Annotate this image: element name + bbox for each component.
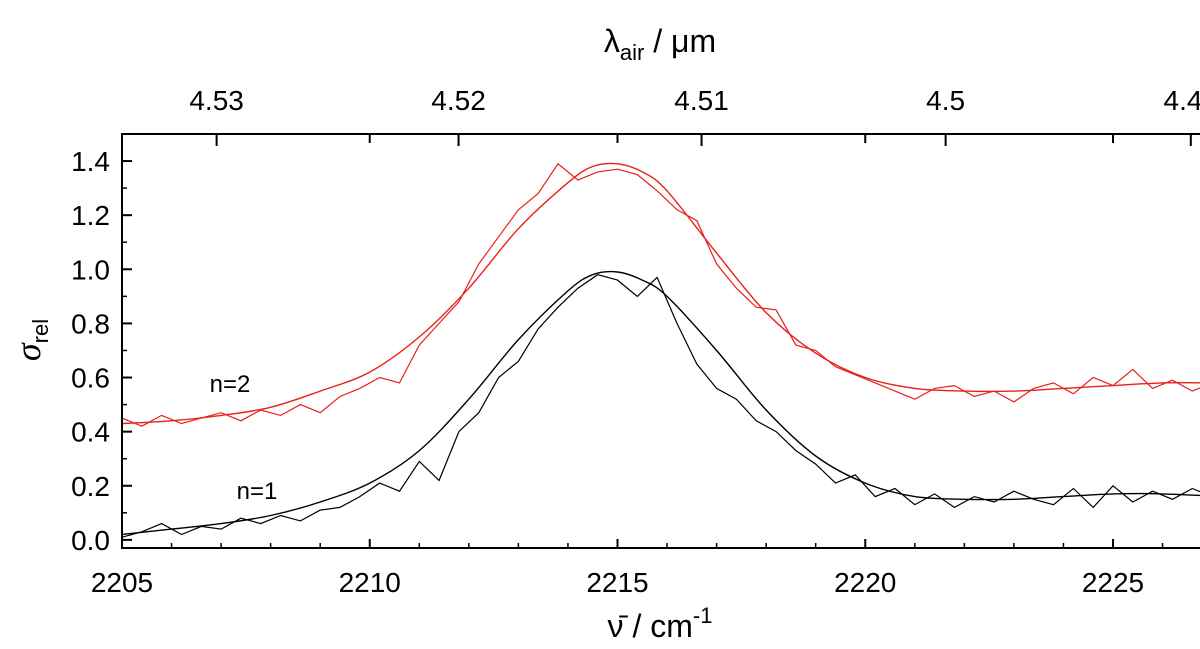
y-tick-label: 0.2 <box>71 471 110 502</box>
y-tick-label: 1.2 <box>71 200 110 231</box>
plot-frame <box>121 133 1200 549</box>
y-tick-label: 0.6 <box>71 363 110 394</box>
y-tick-label: 1.0 <box>71 254 110 285</box>
x-tick-label: 2220 <box>834 567 896 598</box>
top-axis-title: λair / μm <box>604 23 716 65</box>
y-tick-label: 0.4 <box>71 417 110 448</box>
y-tick-label: 0.0 <box>71 525 110 556</box>
series-n1-fit-line <box>122 270 1200 536</box>
top-tick-label: 4.49 <box>1164 85 1200 116</box>
top-tick-label: 4.5 <box>926 85 965 116</box>
y-tick-label: 1.4 <box>71 146 110 177</box>
y-axis-title: σrel <box>8 319 53 361</box>
top-tick-label: 4.52 <box>431 85 486 116</box>
y-tick-label: 0.8 <box>71 308 110 339</box>
series-n1-measured-line <box>122 274 1200 538</box>
series-layer <box>122 162 1200 538</box>
top-tick-label: 4.51 <box>674 85 729 116</box>
series-label-n1: n=1 <box>237 478 278 505</box>
top-tick-label: 4.53 <box>189 85 244 116</box>
axis-ticks: 2205 2210 2215 2220 2225 4.53 4.52 4.51 4.5 4.49 0… <box>71 85 1200 598</box>
series-n2-measured-line <box>122 162 1200 427</box>
x-tick-label: 2215 <box>586 567 648 598</box>
bottom-axis-title: ν̄ / cm-1 <box>608 603 713 644</box>
x-tick-label: 2210 <box>339 567 401 598</box>
x-tick-label: 2225 <box>1082 567 1144 598</box>
series-n2-fit-line <box>122 162 1200 425</box>
series-label-n2: n=2 <box>210 371 251 398</box>
x-tick-label: 2205 <box>91 567 153 598</box>
